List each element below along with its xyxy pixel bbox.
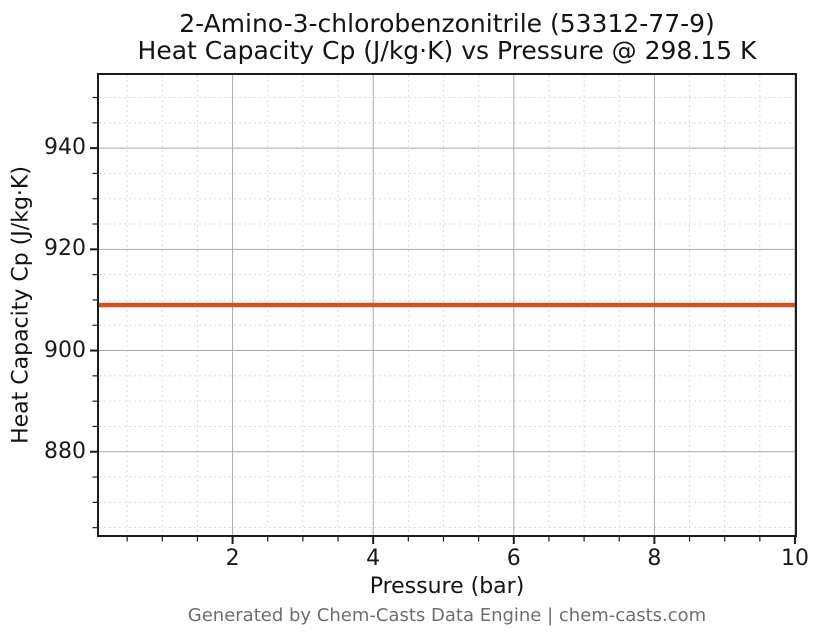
attribution-footer: Generated by Chem-Casts Data Engine | ch… (187, 605, 707, 626)
y-tick-label: 880 (44, 438, 86, 464)
y-axis-label: Heat Capacity Cp (J/kg·K) (8, 166, 34, 444)
x-tick-label: 8 (647, 546, 662, 571)
chart-title-line2: Heat Capacity Cp (J/kg·K) vs Pressure @ … (137, 36, 757, 65)
y-tick-label: 900 (44, 337, 86, 363)
chart-title: 2-Amino-3-chlorobenzonitrile (53312-77-9… (97, 10, 797, 64)
x-tick-label: 2 (225, 546, 240, 571)
x-tick-label: 10 (781, 546, 809, 571)
chart-title-line1: 2-Amino-3-chlorobenzonitrile (53312-77-9… (179, 9, 715, 38)
x-tick-label: 6 (506, 546, 521, 571)
x-axis-label: Pressure (bar) (369, 574, 525, 599)
plot-spines (97, 73, 797, 537)
y-tick-label: 940 (44, 135, 86, 161)
x-tick-label: 4 (366, 546, 381, 571)
y-tick-label: 920 (44, 236, 86, 262)
